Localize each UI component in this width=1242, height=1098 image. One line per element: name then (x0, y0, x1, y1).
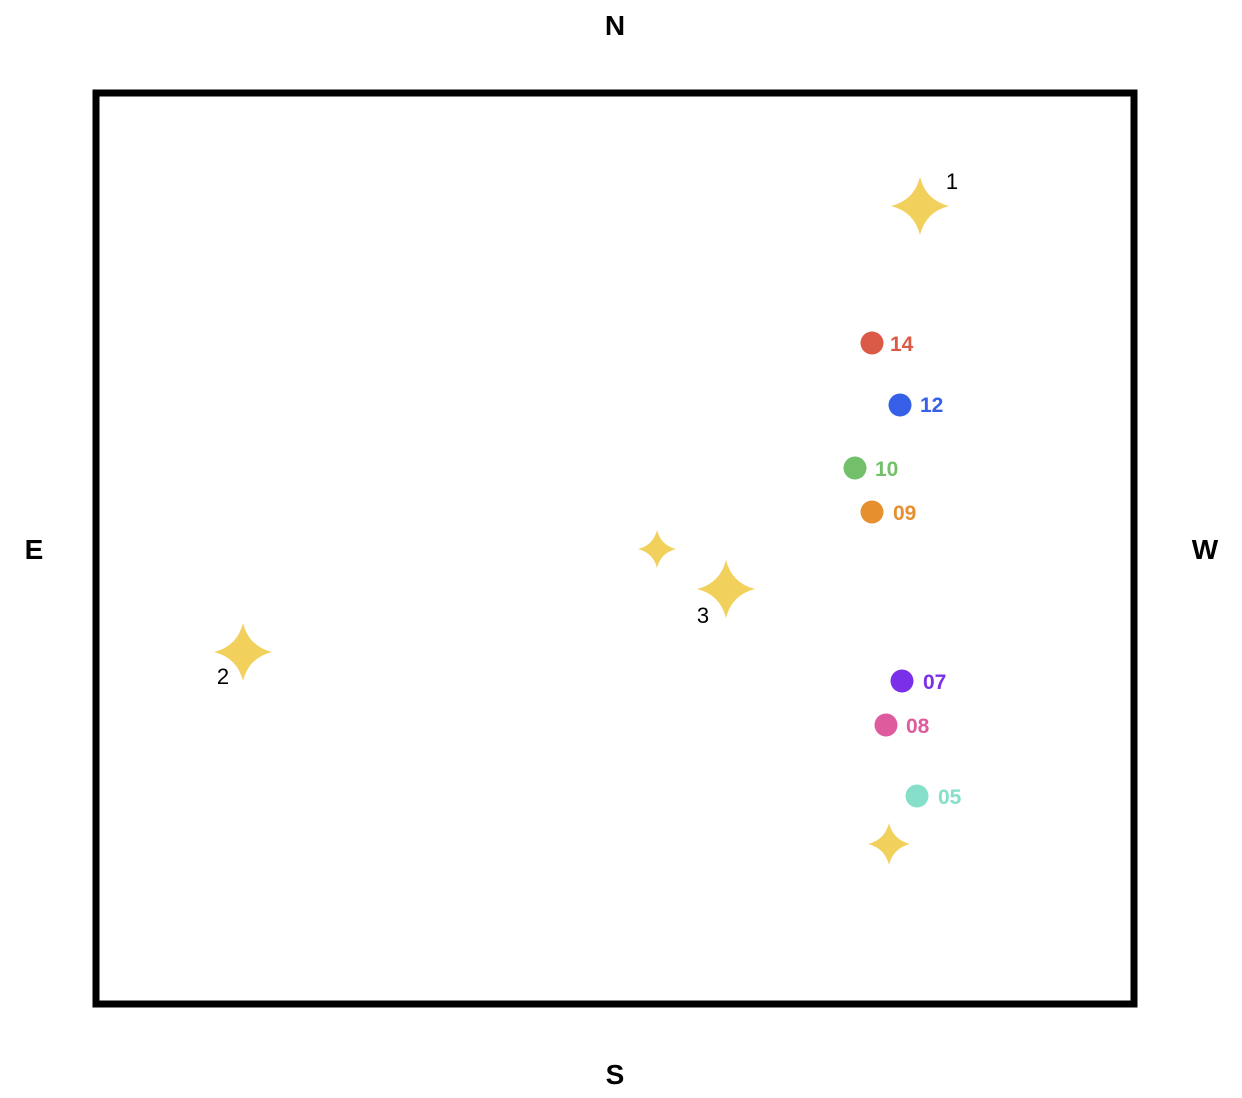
point-12-label: 12 (920, 394, 943, 417)
star-1-label: 1 (946, 169, 958, 194)
point-09-marker (860, 500, 884, 524)
point-10-label: 10 (875, 458, 898, 481)
point-10-marker (843, 456, 867, 480)
star-small-center-icon (638, 530, 676, 568)
compass-north-label: N (605, 10, 625, 41)
map-frame (92, 89, 1138, 1008)
point-08-marker (874, 713, 898, 737)
point-12-marker (888, 393, 912, 417)
star-3-icon (697, 560, 755, 618)
point-09-label: 09 (893, 502, 916, 525)
point-14-label: 14 (890, 333, 914, 356)
compass-west-label: W (1192, 534, 1219, 565)
star-small-bottom-icon (868, 823, 910, 865)
point-14-marker (860, 331, 884, 355)
compass-east-label: E (25, 534, 44, 565)
point-05-label: 05 (938, 786, 962, 809)
point-07-label: 07 (923, 671, 946, 694)
point-08-label: 08 (906, 715, 930, 738)
compass-south-label: S (606, 1059, 625, 1090)
star-2-label: 2 (217, 664, 229, 689)
star-1-icon (891, 177, 949, 235)
star-2-icon (214, 623, 272, 681)
point-07-marker (890, 669, 914, 693)
point-05-marker (905, 784, 929, 808)
star-3-label: 3 (697, 603, 709, 628)
